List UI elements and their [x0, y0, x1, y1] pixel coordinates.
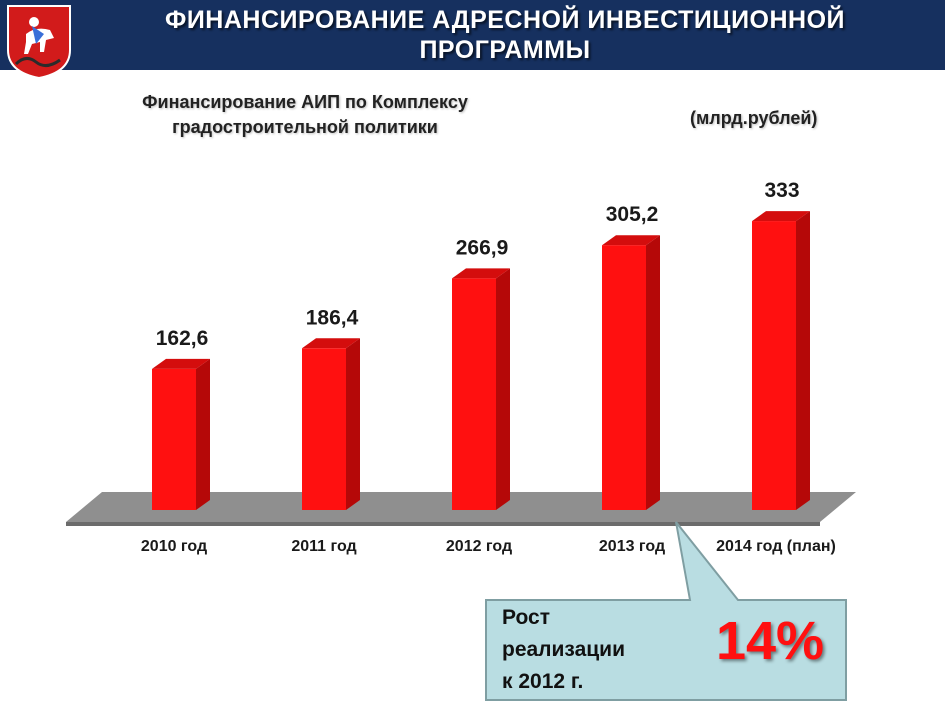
bar-top-3 [602, 235, 660, 246]
bar-value-label-3: 305,2 [606, 203, 659, 226]
bar-front-0 [152, 368, 196, 510]
category-label-3: 2013 год [599, 538, 665, 555]
chart-floor-edge [66, 522, 820, 526]
bar-3 [602, 235, 660, 510]
category-label-0: 2010 год [141, 538, 207, 555]
category-label-1: 2011 год [291, 538, 356, 555]
moscow-coat-of-arms-icon [7, 5, 71, 80]
header-banner: ФИНАНСИРОВАНИЕ АДРЕСНОЙ ИНВЕСТИЦИОННОЙ П… [0, 0, 945, 70]
bar-side-1 [346, 338, 360, 510]
bar-side-3 [646, 235, 660, 510]
callout-label: Рост реализации к 2012 г. [502, 602, 672, 698]
bar-front-2 [452, 278, 496, 510]
page-title: ФИНАНСИРОВАНИЕ АДРЕСНОЙ ИНВЕСТИЦИОННОЙ П… [164, 6, 846, 64]
bar-value-label-2: 266,9 [456, 236, 509, 259]
bar-value-label-4: 333 [764, 179, 799, 202]
bar-1 [302, 338, 360, 510]
callout-line-1: Рост [502, 606, 550, 629]
bar-4 [752, 211, 810, 510]
callout-box [485, 521, 847, 701]
bar-top-2 [452, 268, 510, 279]
bar-2 [452, 268, 510, 510]
bar-top-0 [152, 358, 210, 369]
bar-top-1 [302, 338, 360, 349]
callout-value: 14% [715, 611, 825, 671]
bar-top-4 [752, 211, 810, 222]
category-label-4: 2014 год (план) [716, 538, 836, 555]
bar-value-label-1: 186,4 [306, 306, 359, 329]
category-label-2: 2012 год [446, 538, 512, 555]
chart-title: Финансирование АИП по Комплексу градостр… [142, 92, 468, 137]
callout-line-3: к 2012 г. [502, 670, 584, 693]
bar-0 [152, 358, 210, 510]
bar-front-4 [752, 221, 796, 510]
bar-side-2 [496, 268, 510, 510]
bar-front-3 [602, 245, 646, 510]
unit-label: (млрд.рублей) [690, 108, 818, 128]
callout-line-2: реализации [502, 638, 626, 661]
bar-front-1 [302, 348, 346, 510]
bar-value-label-0: 162,6 [156, 327, 209, 350]
bar-side-4 [796, 211, 810, 510]
bar-side-0 [196, 358, 210, 510]
